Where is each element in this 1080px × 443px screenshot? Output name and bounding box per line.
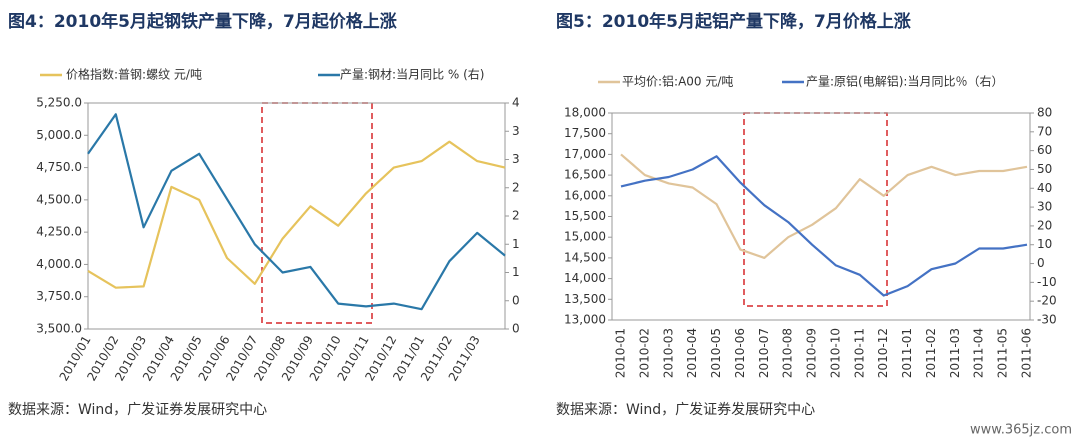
x-tick-label: 2010-02: [637, 328, 651, 378]
source: 数据来源：Wind，广发证券发展研究中心: [556, 402, 815, 418]
x-tick-label: 2010-10: [828, 328, 842, 378]
y-tick-label: 4,250.0: [36, 225, 82, 239]
x-tick-label: 2011-03: [948, 328, 962, 378]
y-tick-label: 15,000: [564, 230, 606, 244]
y-tick-label: 3,500.0: [36, 322, 82, 336]
highlight-box: [261, 102, 373, 324]
y-tick-label: 5,250.0: [36, 96, 82, 110]
legend-label: 产量:原铝(电解铝):当月同比％（右）: [806, 74, 1003, 89]
legend-label: 产量:钢材:当月同比 % (右): [340, 67, 484, 82]
y2-tick-label: 20: [1037, 218, 1052, 232]
y-tick-label: 13,500: [564, 292, 606, 306]
y2-tick-label: -10: [1037, 275, 1057, 289]
y-tick-label: 15,500: [564, 209, 606, 223]
y2-tick-label: 1: [512, 265, 520, 279]
legend-label: 平均价:铝:A00 元/吨: [622, 74, 733, 89]
y2-tick-label: 70: [1037, 124, 1052, 138]
x-tick-label: 2010-09: [805, 328, 819, 378]
x-tick-label: 2010-07: [757, 328, 771, 378]
y2-tick-label: 40: [1037, 181, 1052, 195]
y-tick-label: 3,750.0: [36, 289, 82, 303]
chart-title: 图5：2010年5月起铝产量下降，7月价格上涨: [556, 11, 911, 32]
watermark: www.365jz.com: [970, 423, 1072, 438]
y-tick-label: 4,000.0: [36, 257, 82, 271]
y-tick-label: 16,000: [564, 188, 606, 202]
x-tick-label: 2011-02: [924, 328, 938, 378]
y-tick-label: 14,500: [564, 250, 606, 264]
x-tick-label: 2011-01: [900, 328, 914, 378]
y2-tick-label: 50: [1037, 162, 1052, 176]
y2-tick-label: 3: [512, 152, 520, 166]
series-line: [620, 153, 1028, 259]
y2-tick-label: 1: [512, 237, 520, 251]
y-tick-label: 17,500: [564, 126, 606, 140]
y2-tick-label: 0: [512, 293, 520, 307]
y2-tick-label: 30: [1037, 200, 1052, 214]
plot-frame: [611, 112, 1031, 321]
y-tick-label: 17,000: [564, 147, 606, 161]
y2-tick-label: 4: [512, 96, 520, 110]
y-tick-label: 5,000.0: [36, 128, 82, 142]
x-tick-label: 2010-05: [709, 328, 723, 378]
y2-tick-label: 0: [512, 322, 520, 336]
y2-tick-label: 0: [1037, 256, 1045, 270]
y2-tick-label: 80: [1037, 106, 1052, 120]
y-tick-label: 4,500.0: [36, 192, 82, 206]
x-tick-label: 2011-04: [972, 328, 986, 378]
y2-tick-label: 60: [1037, 143, 1052, 157]
y2-tick-label: -20: [1037, 294, 1057, 308]
y2-tick-label: 10: [1037, 237, 1052, 251]
highlight-box: [743, 112, 888, 307]
y-tick-label: 14,000: [564, 271, 606, 285]
x-tick-label: 2010-08: [781, 328, 795, 378]
x-tick-label: 2010-11: [852, 328, 866, 378]
x-tick-label: 2011-06: [1020, 328, 1034, 378]
y-tick-label: 13,000: [564, 313, 606, 327]
y2-tick-label: 2: [512, 209, 520, 223]
y2-tick-label: -30: [1037, 313, 1057, 327]
y-tick-label: 4,750.0: [36, 160, 82, 174]
series-line: [87, 113, 506, 311]
y-tick-label: 16,500: [564, 168, 606, 182]
x-tick-label: 2011-05: [996, 328, 1010, 378]
x-tick-label: 2010-03: [661, 328, 675, 378]
x-tick-label: 2010-06: [733, 328, 747, 378]
y-tick-label: 18,000: [564, 106, 606, 120]
series-line: [87, 140, 506, 289]
source: 数据来源：Wind，广发证券发展研究中心: [8, 402, 267, 418]
chart-title: 图4：2010年5月起钢铁产量下降，7月起价格上涨: [8, 11, 397, 32]
x-tick-label: 2010-01: [614, 328, 628, 378]
y2-tick-label: 2: [512, 180, 520, 194]
legend-label: 价格指数:普钢:螺纹 元/吨: [66, 67, 202, 82]
series-line: [620, 155, 1028, 297]
x-tick-label: 2010-04: [685, 328, 699, 378]
x-tick-label: 2010-12: [876, 328, 890, 378]
y2-tick-label: 3: [512, 124, 520, 138]
plot-frame: [87, 102, 506, 330]
